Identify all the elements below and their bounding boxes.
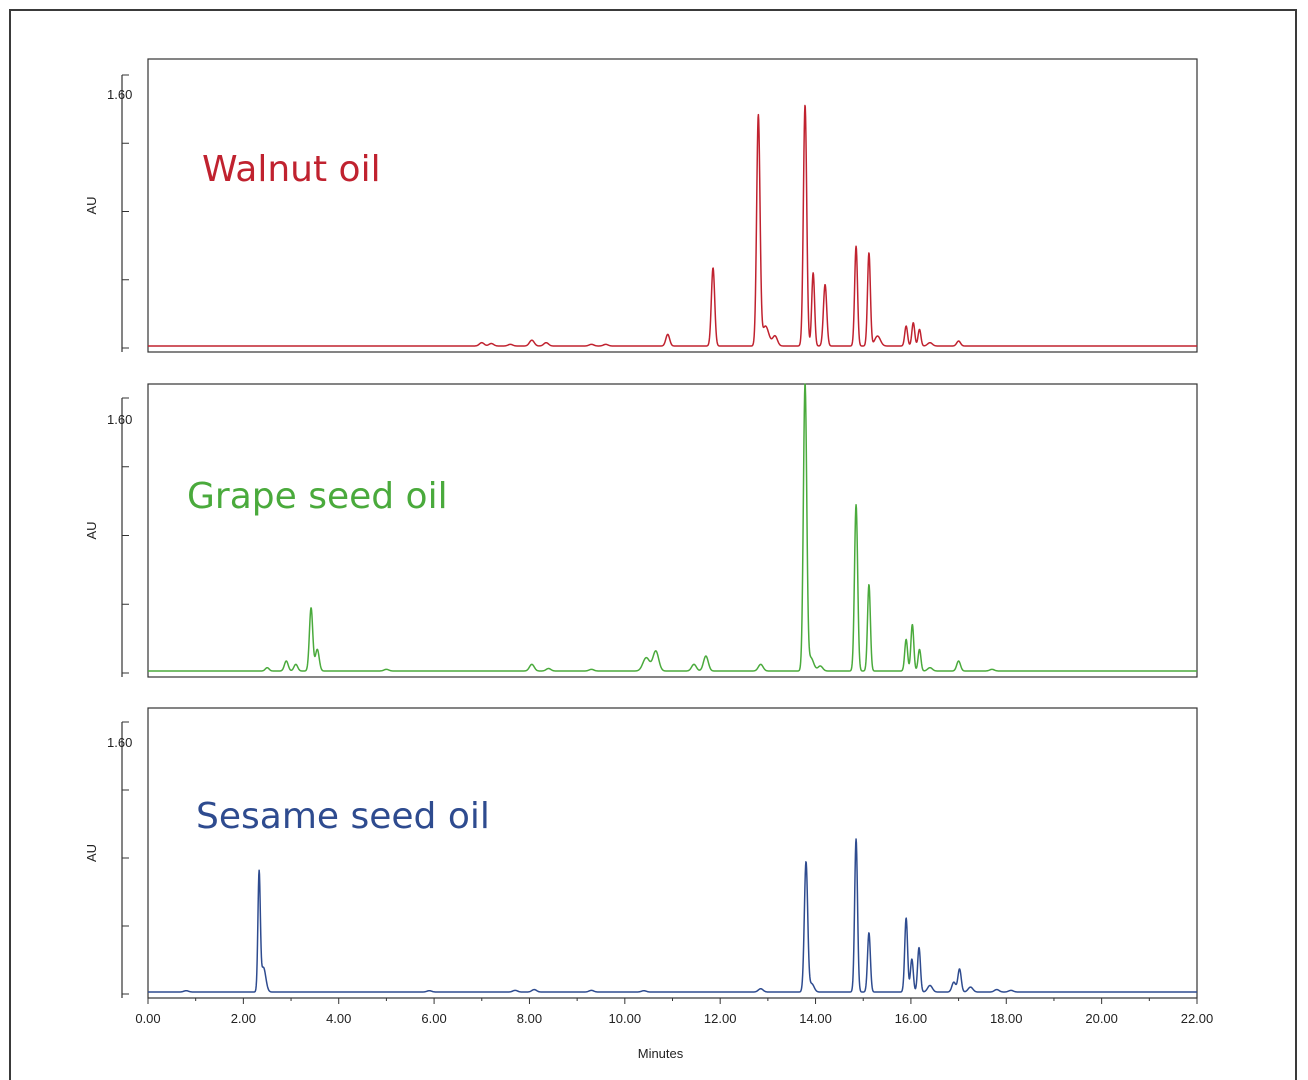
x-tick-label: 2.00 [231, 1011, 256, 1026]
y-axis-label: AU [84, 844, 99, 862]
series-line [147, 838, 1198, 993]
chart-panel: 1.60 AU Sesame seed oil 0.00 2.00 4.00 6.00 8.0… [84, 707, 1214, 1061]
y-tick-label: 1.60 [107, 412, 132, 427]
series-line [147, 104, 1198, 347]
figure-frame [9, 9, 1297, 1080]
x-axis-label: Minutes [638, 1046, 684, 1061]
x-tick-label: 8.00 [517, 1011, 542, 1026]
series-line [147, 383, 1198, 672]
x-tick-label: 6.00 [421, 1011, 446, 1026]
plot-frame [147, 383, 1198, 678]
chart-panel: 1.60 AU Walnut oil [84, 58, 1198, 353]
x-tick-label: 14.00 [799, 1011, 832, 1026]
x-tick-label: 4.00 [326, 1011, 351, 1026]
y-axis-label: AU [84, 521, 99, 539]
plot-frame [147, 58, 1198, 353]
panel-title: Sesame seed oil [196, 796, 490, 837]
x-tick-label: 12.00 [704, 1011, 737, 1026]
x-tick-label: 0.00 [135, 1011, 160, 1026]
y-tick-label: 1.60 [107, 735, 132, 750]
panel-title: Grape seed oil [187, 476, 448, 517]
plot-frame [147, 707, 1198, 999]
panel-title: Walnut oil [202, 149, 381, 190]
y-axis-label: AU [84, 196, 99, 214]
chart-panel: 1.60 AU Grape seed oil [84, 383, 1198, 678]
x-tick-label: 20.00 [1085, 1011, 1118, 1026]
x-tick-label: 22.00 [1181, 1011, 1214, 1026]
x-tick-label: 18.00 [990, 1011, 1023, 1026]
x-tick-label: 16.00 [895, 1011, 928, 1026]
y-tick-label: 1.60 [107, 87, 132, 102]
x-tick-label: 10.00 [609, 1011, 642, 1026]
